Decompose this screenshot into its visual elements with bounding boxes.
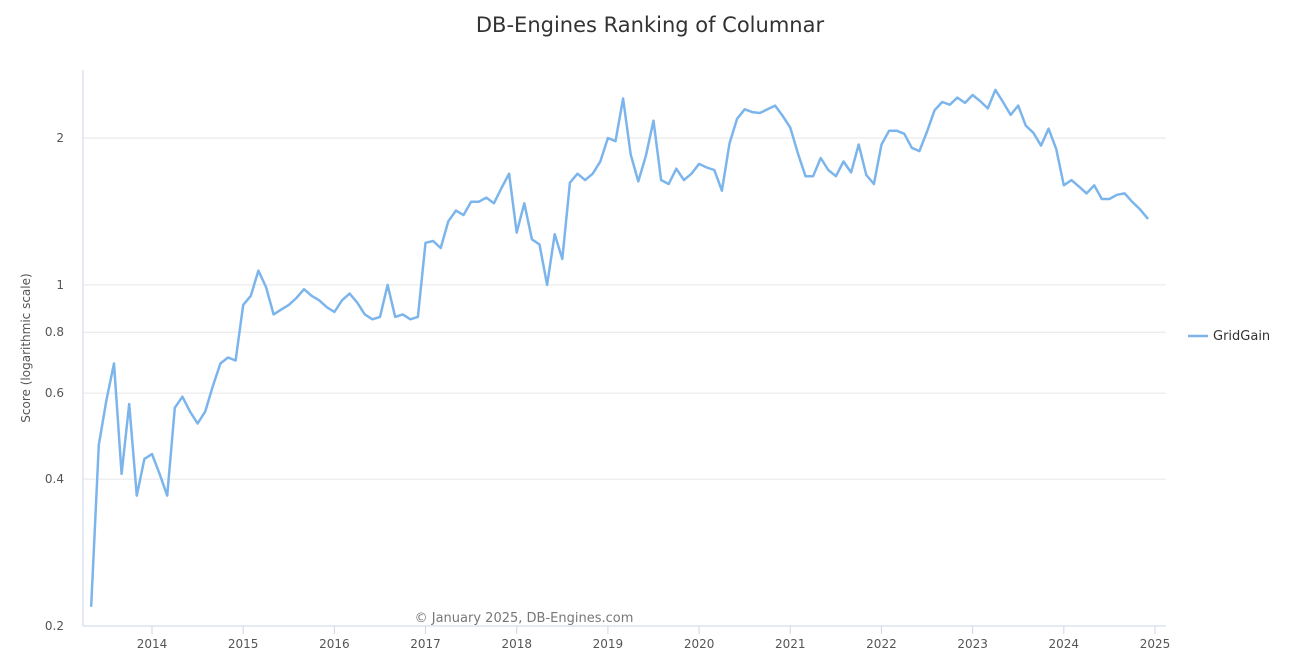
x-tick-label: 2023	[957, 637, 988, 651]
y-tick-label: 0.8	[45, 325, 64, 339]
y-tick-label: 0.2	[45, 619, 64, 633]
x-tick-label: 2015	[228, 637, 259, 651]
grid-lines	[83, 137, 1166, 627]
y-tick-label: 0.6	[45, 386, 64, 400]
y-axis-title: Score (logarithmic scale)	[19, 273, 33, 422]
legend-item-gridgain[interactable]: GridGain	[1213, 329, 1270, 344]
y-axis: 0.2 0.4 0.6 0.8 1 2	[45, 131, 64, 633]
x-tick-label: 2019	[593, 637, 624, 651]
x-tick-label: 2024	[1049, 637, 1080, 651]
x-tick-label: 2014	[137, 637, 168, 651]
x-tick-label: 2021	[775, 637, 806, 651]
legend[interactable]: GridGain	[1188, 329, 1270, 344]
chart-title: DB-Engines Ranking of Columnar	[476, 13, 825, 37]
series-group	[89, 88, 1149, 608]
credit-text: © January 2025, DB-Engines.com	[415, 611, 634, 626]
series-line-gridgain[interactable]	[89, 88, 1149, 608]
x-axis: 2014 2015 2016 2017 2018 2019 2020 2021 2022 2023…	[82, 70, 1171, 651]
x-tick-label: 2022	[866, 637, 897, 651]
x-tick-label: 2017	[410, 637, 441, 651]
y-tick-label: 0.4	[45, 472, 64, 486]
x-tick-label: 2025	[1140, 637, 1171, 651]
y-tick-label: 1	[56, 278, 64, 292]
y-tick-label: 2	[56, 131, 64, 145]
x-tick-label: 2016	[319, 637, 350, 651]
x-tick-label: 2018	[501, 637, 532, 651]
x-tick-label: 2020	[684, 637, 715, 651]
